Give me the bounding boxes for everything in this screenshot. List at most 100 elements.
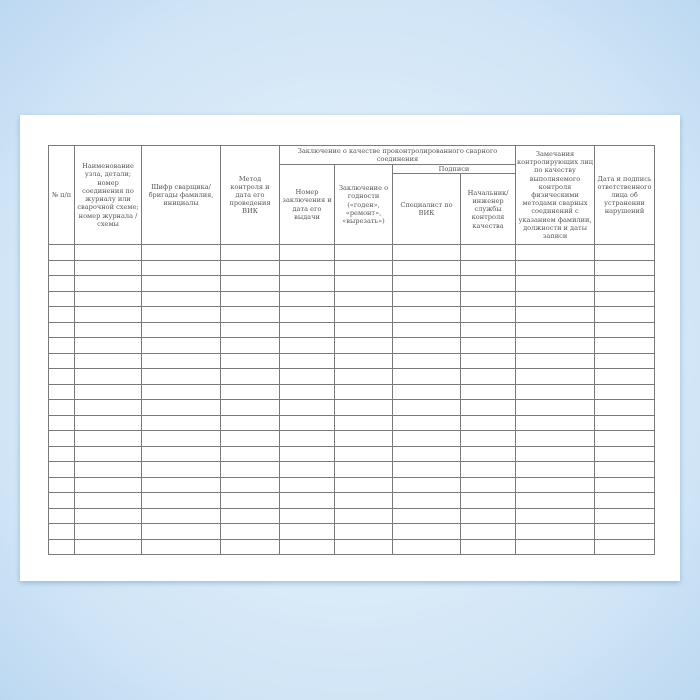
table-cell[interactable] (515, 321, 596, 339)
table-cell[interactable] (334, 461, 393, 478)
table-cell[interactable] (74, 337, 142, 354)
table-cell[interactable] (220, 414, 280, 432)
table-cell[interactable] (74, 492, 142, 509)
table-cell[interactable] (515, 445, 596, 463)
table-cell[interactable] (594, 244, 656, 261)
table-cell[interactable] (459, 399, 517, 416)
table-cell[interactable] (74, 306, 142, 323)
table-cell[interactable] (594, 290, 656, 308)
table-cell[interactable] (279, 275, 335, 292)
table-cell[interactable] (48, 275, 75, 292)
table-cell[interactable] (141, 383, 221, 401)
table-cell[interactable] (48, 337, 75, 354)
table-cell[interactable] (392, 244, 461, 261)
table-cell[interactable] (279, 476, 335, 494)
table-cell[interactable] (334, 430, 393, 447)
table-cell[interactable] (279, 430, 335, 447)
table-cell[interactable] (392, 352, 461, 370)
table-cell[interactable] (459, 244, 517, 261)
table-cell[interactable] (459, 445, 517, 463)
table-cell[interactable] (74, 321, 142, 339)
table-cell[interactable] (48, 414, 75, 432)
table-cell[interactable] (594, 492, 656, 509)
table-cell[interactable] (141, 507, 221, 525)
table-cell[interactable] (141, 461, 221, 478)
table-cell[interactable] (515, 523, 596, 540)
table-cell[interactable] (392, 476, 461, 494)
table-cell[interactable] (220, 492, 280, 509)
table-cell[interactable] (459, 523, 517, 540)
table-cell[interactable] (392, 538, 461, 556)
table-cell[interactable] (594, 414, 656, 432)
table-cell[interactable] (459, 461, 517, 478)
table-cell[interactable] (334, 492, 393, 509)
table-cell[interactable] (48, 399, 75, 416)
table-cell[interactable] (141, 337, 221, 354)
table-cell[interactable] (334, 507, 393, 525)
table-cell[interactable] (459, 507, 517, 525)
table-cell[interactable] (220, 476, 280, 494)
table-cell[interactable] (279, 259, 335, 277)
table-cell[interactable] (279, 244, 335, 261)
table-cell[interactable] (334, 352, 393, 370)
table-cell[interactable] (459, 476, 517, 494)
table-cell[interactable] (74, 399, 142, 416)
table-cell[interactable] (594, 461, 656, 478)
table-cell[interactable] (459, 306, 517, 323)
table-cell[interactable] (594, 306, 656, 323)
table-cell[interactable] (594, 259, 656, 277)
table-cell[interactable] (220, 259, 280, 277)
table-cell[interactable] (334, 337, 393, 354)
table-cell[interactable] (220, 244, 280, 261)
table-cell[interactable] (515, 492, 596, 509)
table-cell[interactable] (74, 445, 142, 463)
table-cell[interactable] (594, 352, 656, 370)
table-cell[interactable] (334, 523, 393, 540)
table-cell[interactable] (48, 321, 75, 339)
table-cell[interactable] (334, 538, 393, 556)
table-cell[interactable] (74, 275, 142, 292)
table-cell[interactable] (279, 337, 335, 354)
table-cell[interactable] (392, 259, 461, 277)
table-cell[interactable] (594, 337, 656, 354)
table-cell[interactable] (48, 461, 75, 478)
table-cell[interactable] (279, 461, 335, 478)
table-cell[interactable] (515, 244, 596, 261)
table-cell[interactable] (515, 538, 596, 556)
table-cell[interactable] (220, 290, 280, 308)
table-cell[interactable] (220, 538, 280, 556)
table-cell[interactable] (594, 399, 656, 416)
table-cell[interactable] (279, 352, 335, 370)
table-cell[interactable] (279, 306, 335, 323)
table-cell[interactable] (48, 244, 75, 261)
table-cell[interactable] (594, 275, 656, 292)
table-cell[interactable] (74, 414, 142, 432)
table-cell[interactable] (392, 507, 461, 525)
table-cell[interactable] (141, 492, 221, 509)
table-cell[interactable] (392, 523, 461, 540)
table-cell[interactable] (392, 383, 461, 401)
table-cell[interactable] (48, 383, 75, 401)
table-cell[interactable] (48, 430, 75, 447)
table-cell[interactable] (392, 430, 461, 447)
table-cell[interactable] (334, 306, 393, 323)
table-cell[interactable] (459, 259, 517, 277)
table-cell[interactable] (334, 244, 393, 261)
table-cell[interactable] (220, 275, 280, 292)
table-cell[interactable] (594, 523, 656, 540)
table-cell[interactable] (141, 430, 221, 447)
table-cell[interactable] (594, 321, 656, 339)
table-cell[interactable] (48, 445, 75, 463)
table-cell[interactable] (220, 523, 280, 540)
table-cell[interactable] (48, 306, 75, 323)
table-cell[interactable] (74, 507, 142, 525)
table-cell[interactable] (74, 383, 142, 401)
table-cell[interactable] (279, 399, 335, 416)
table-cell[interactable] (279, 290, 335, 308)
table-cell[interactable] (74, 461, 142, 478)
table-cell[interactable] (459, 368, 517, 385)
table-cell[interactable] (141, 399, 221, 416)
table-cell[interactable] (459, 538, 517, 556)
table-cell[interactable] (74, 538, 142, 556)
table-cell[interactable] (220, 445, 280, 463)
